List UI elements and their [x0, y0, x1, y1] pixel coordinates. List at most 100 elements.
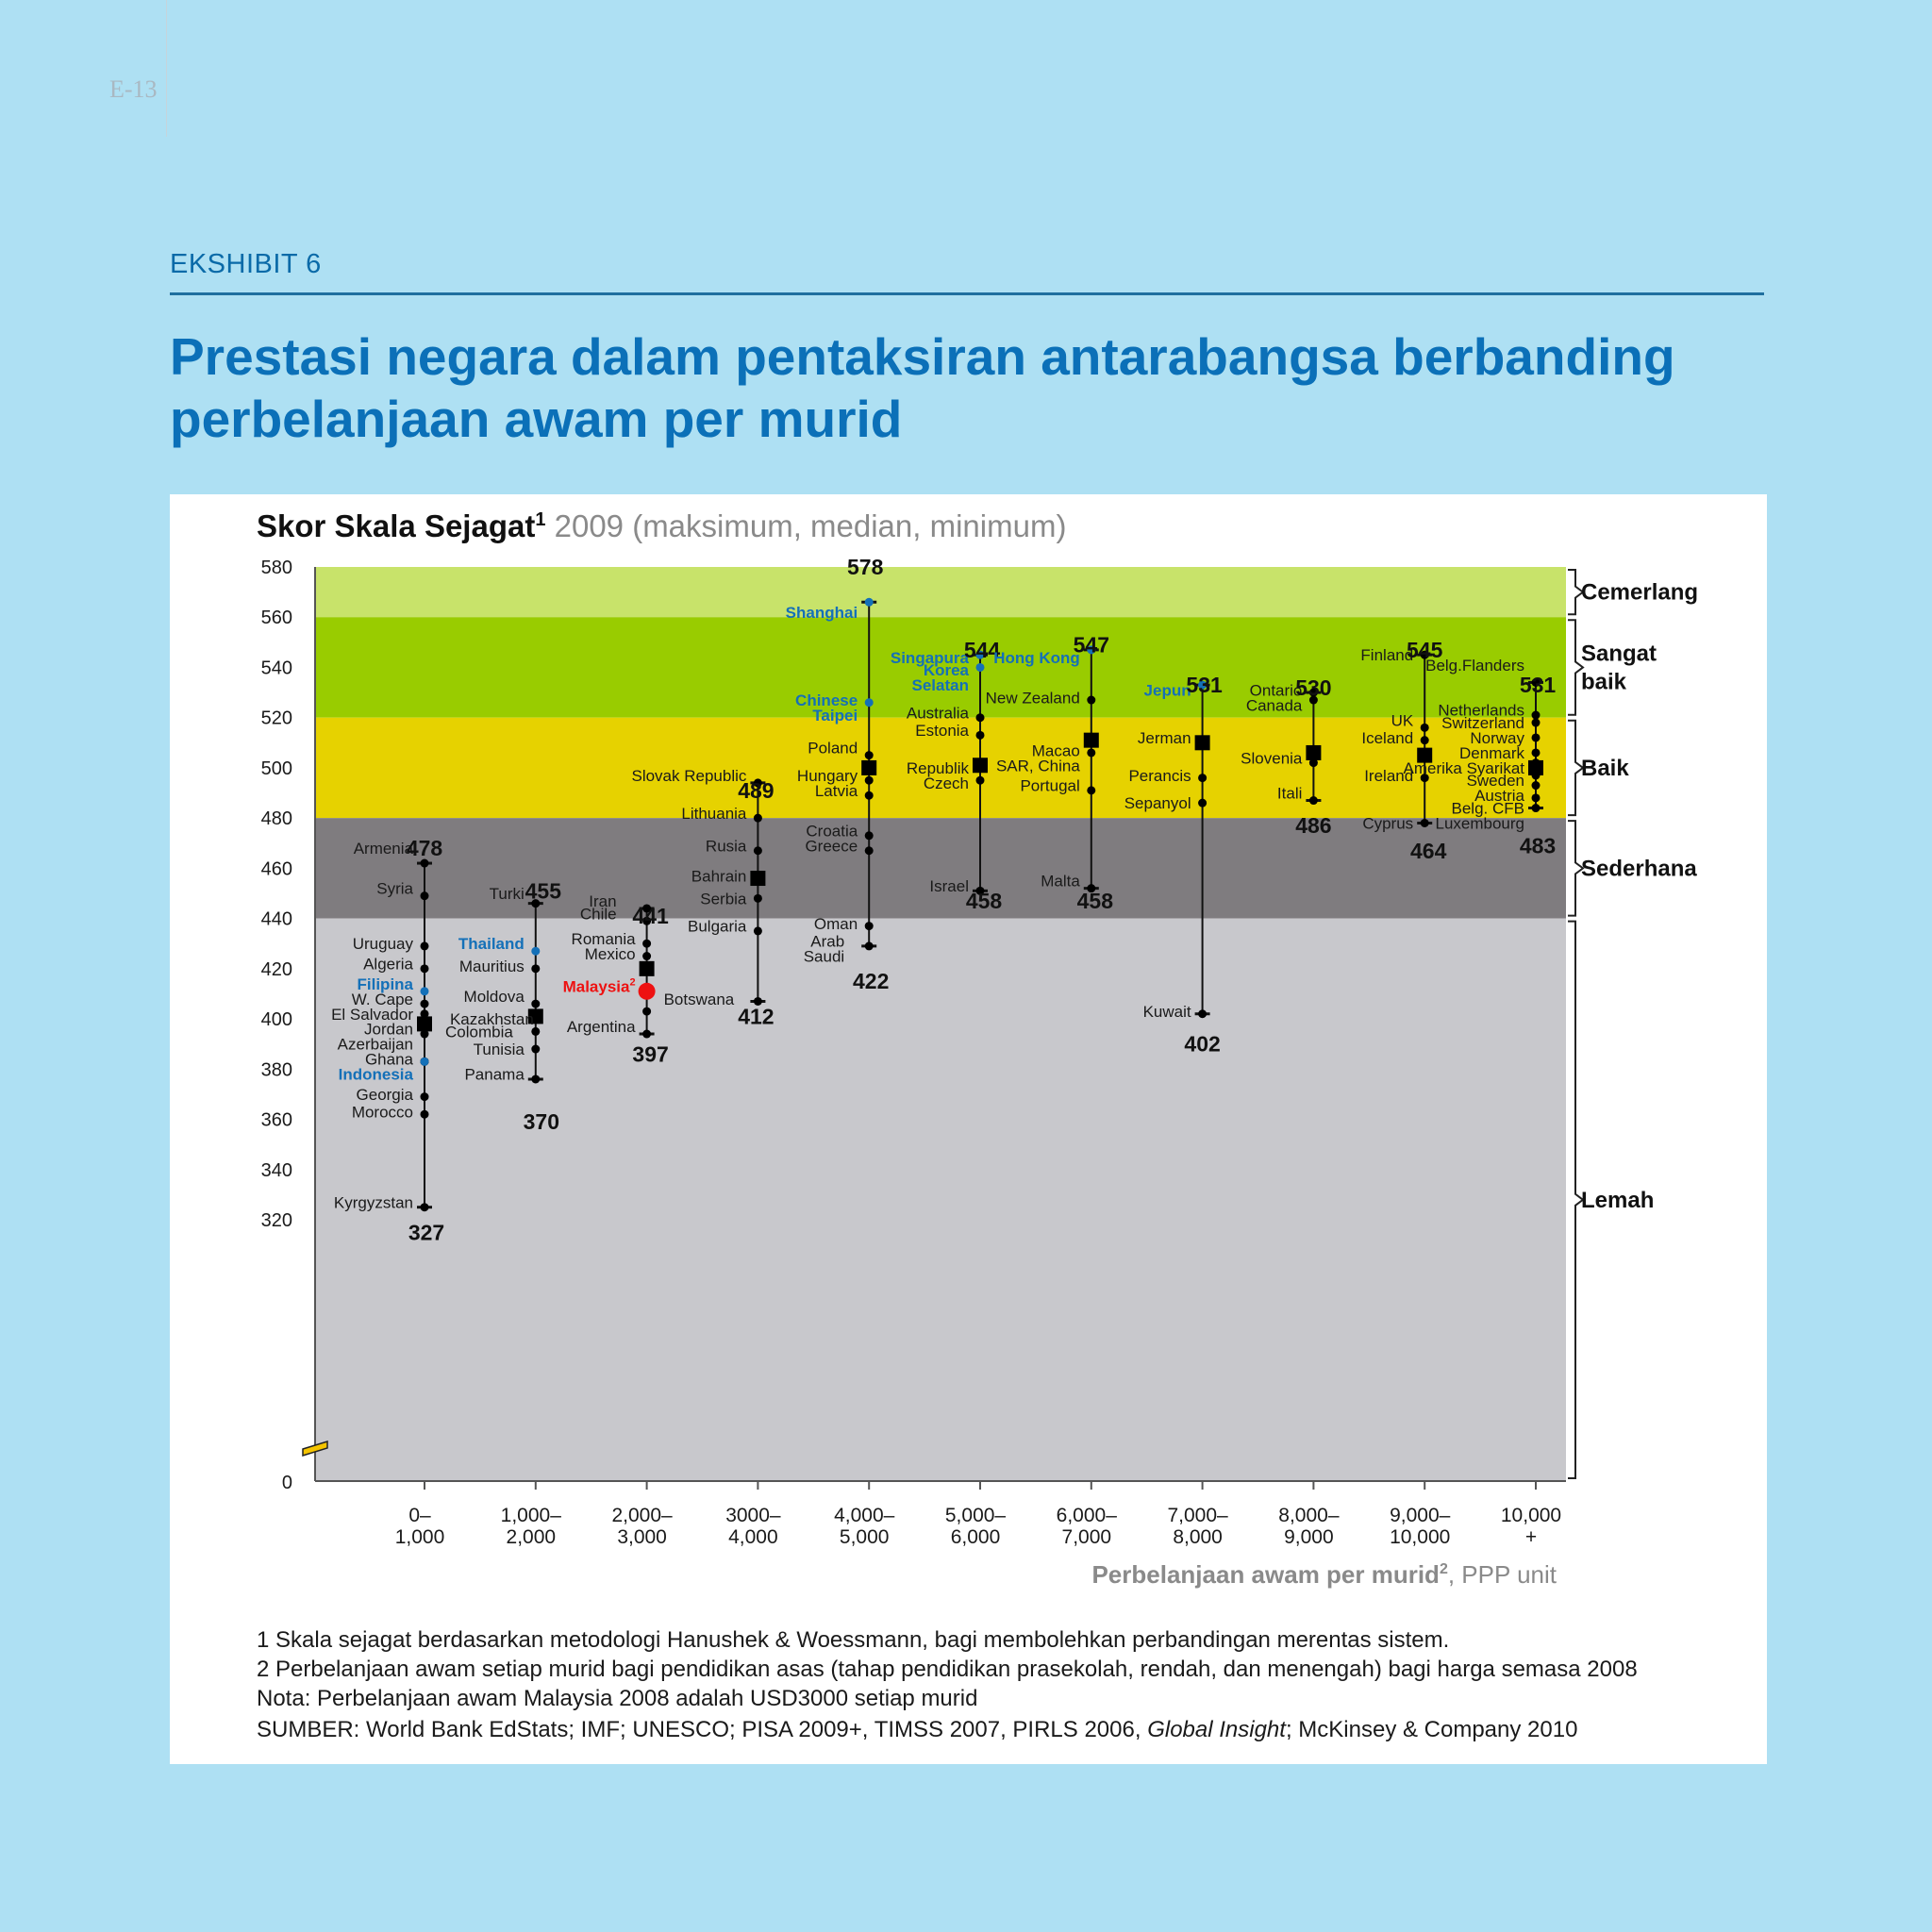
country-label: Bahrain — [691, 867, 747, 885]
country-label: Arab — [810, 933, 844, 951]
data-point-ontario — [1308, 688, 1318, 697]
min-value-label: 402 — [1184, 1032, 1220, 1057]
data-point-jerman — [1198, 738, 1208, 747]
data-point-panama — [531, 1074, 541, 1084]
country-label: Denmark — [1459, 744, 1524, 762]
country-label: Taipei — [812, 707, 858, 724]
min-value-label: 397 — [632, 1041, 668, 1066]
x-category-label-line1: 7,000– — [1167, 1505, 1228, 1526]
x-category-label-line2: 4,000 — [728, 1526, 778, 1548]
data-point-colombia — [531, 1026, 541, 1036]
x-category-label-line2: 8,000 — [1173, 1526, 1223, 1548]
x-category-label-line1: 4,000– — [834, 1505, 895, 1526]
data-point-bahrain — [753, 874, 762, 883]
x-category-label-line1: 10,000 — [1501, 1505, 1561, 1526]
country-label: Itali — [1277, 785, 1302, 803]
data-point-amerika-syarikat — [1531, 758, 1541, 768]
country-label: Armenia — [354, 840, 414, 858]
exhibit-title: Prestasi negara dalam pentaksiran antara… — [170, 325, 1774, 450]
country-label: Cyprus — [1362, 814, 1413, 832]
band-label: Baik — [1581, 756, 1629, 781]
country-label: Austria — [1474, 787, 1524, 805]
data-point-israel — [975, 886, 985, 895]
y-tick-label: 340 — [261, 1160, 292, 1181]
country-label: Botswana — [664, 991, 735, 1008]
country-label: Latvia — [815, 782, 858, 800]
data-point-greece — [864, 846, 874, 856]
country-label: Chinese — [795, 691, 858, 709]
country-label: Uruguay — [353, 935, 414, 953]
country-label: Azerbaijan — [338, 1036, 413, 1054]
min-value-label: 422 — [853, 969, 889, 993]
x-category-label-line1: 0– — [408, 1505, 431, 1526]
band-label: Cemerlang — [1581, 580, 1698, 606]
footnote-nota: Nota: Perbelanjaan awam Malaysia 2008 ad… — [257, 1686, 978, 1711]
country-label: Tunisia — [474, 1041, 525, 1058]
data-point-armenia — [420, 858, 429, 868]
x-category-label-line2: 7,000 — [1062, 1526, 1112, 1548]
y-tick-label: 580 — [261, 558, 292, 578]
data-point-slovenia — [1308, 758, 1318, 768]
data-point-itali — [1308, 796, 1318, 806]
country-label: Estonia — [915, 722, 969, 740]
data-point-iran — [642, 904, 652, 913]
data-point-sweden — [1531, 771, 1541, 780]
max-value-label: 441 — [632, 904, 669, 928]
data-point-estonia — [975, 730, 985, 740]
country-label: Sepanyol — [1124, 794, 1191, 812]
country-label: El Salvador — [331, 1006, 413, 1024]
min-value-label: 412 — [738, 1004, 774, 1028]
country-label: Thailand — [458, 935, 525, 953]
country-label: Jerman — [1138, 729, 1191, 747]
y-tick-label: 420 — [261, 959, 292, 980]
data-point-shanghai — [864, 597, 874, 607]
band-brace — [1568, 619, 1585, 716]
chart-title: Skor Skala Sejagat1 2009 (maksimum, medi… — [257, 508, 1066, 543]
max-value-label: 478 — [407, 836, 443, 860]
country-label: Switzerland — [1441, 714, 1524, 732]
band-brace — [1568, 719, 1585, 817]
median-marker — [1417, 747, 1433, 763]
country-label: Shanghai — [786, 604, 858, 622]
country-label: Iceland — [1361, 729, 1413, 747]
country-label: Ireland — [1364, 767, 1413, 785]
country-label: Republik — [907, 759, 970, 777]
band-sangat-baik — [315, 617, 1566, 718]
min-value-label: 458 — [966, 889, 1003, 913]
source-line: SUMBER: World Bank EdStats; IMF; UNESCO;… — [257, 1715, 1757, 1744]
country-label: Argentina — [567, 1018, 636, 1036]
x-category-label-line2: + — [1525, 1526, 1537, 1548]
max-value-label: 489 — [738, 778, 774, 803]
y-tick-label: 460 — [261, 858, 292, 879]
x-category-label-line1: 1,000– — [501, 1505, 562, 1526]
max-value-label: 530 — [1295, 675, 1331, 700]
country-label: Finland — [1360, 646, 1413, 664]
x-axis-title-bold: Perbelanjaan awam per murid — [1091, 1560, 1439, 1589]
data-point-australia — [975, 713, 985, 723]
country-label: Amerika Syarikat — [1404, 759, 1525, 777]
data-point-sepanyol — [1198, 798, 1208, 808]
data-point-morocco — [420, 1109, 429, 1119]
axis-break-icon — [302, 1440, 328, 1457]
country-label: Georgia — [357, 1086, 414, 1104]
x-category-label-line2: 10,000 — [1390, 1526, 1450, 1548]
y-tick-label: 440 — [261, 909, 292, 930]
y-tick-label: 520 — [261, 708, 292, 729]
data-point-algeria — [420, 964, 429, 974]
data-point-moldova — [531, 999, 541, 1008]
median-marker — [417, 1016, 432, 1032]
data-point-finland — [1420, 650, 1429, 659]
x-axis-title-rest: , PPP unit — [1448, 1560, 1557, 1589]
country-label: Colombia — [445, 1023, 513, 1041]
data-point-singapura — [975, 650, 985, 659]
chart-panel: Skor Skala Sejagat1 2009 (maksimum, medi… — [170, 494, 1767, 1764]
country-label: Croatia — [806, 822, 858, 840]
data-point-w-cape — [420, 999, 429, 1008]
country-label: Iran — [589, 892, 616, 910]
data-point-serbia — [753, 893, 762, 903]
country-label: Serbia — [700, 890, 747, 908]
band-label: baik — [1581, 669, 1627, 694]
max-value-label: 578 — [847, 555, 884, 579]
data-point-thailand — [531, 946, 541, 956]
country-label: Singapura — [891, 649, 970, 667]
